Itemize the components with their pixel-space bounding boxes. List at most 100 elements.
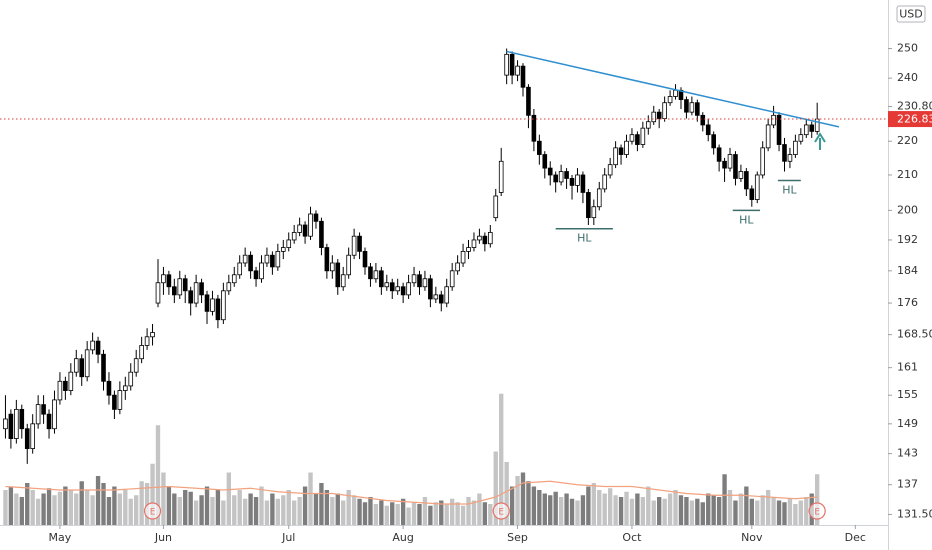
volume-bar xyxy=(537,490,542,525)
x-tick-label: Nov xyxy=(741,531,763,544)
volume-bar xyxy=(651,500,656,525)
candle-body xyxy=(373,270,379,280)
candle-body xyxy=(319,220,324,248)
annotation-label: HL xyxy=(739,213,754,226)
candle-body xyxy=(308,213,313,237)
volume-bar xyxy=(531,486,537,525)
candle-body xyxy=(771,114,776,126)
volume-bar xyxy=(553,491,558,525)
candle-body xyxy=(542,154,548,169)
volume-bar xyxy=(640,497,646,525)
candle-body xyxy=(357,235,362,252)
candle-body xyxy=(280,247,286,252)
volume-bar xyxy=(406,507,411,525)
volume-bar xyxy=(155,425,161,525)
candle-body xyxy=(172,286,177,296)
candle-body xyxy=(351,235,357,256)
candle-body xyxy=(667,96,673,104)
volume-bar xyxy=(57,491,63,525)
candle-body xyxy=(449,270,455,288)
volume-bar xyxy=(128,498,133,525)
candle-body xyxy=(624,140,629,155)
candle-body xyxy=(656,111,662,119)
candle-body xyxy=(166,274,172,288)
volume-bar xyxy=(716,497,722,525)
candle-body xyxy=(204,294,210,312)
candle-body xyxy=(144,336,150,346)
volume-bar xyxy=(400,498,406,525)
candle-body xyxy=(79,358,85,378)
volume-bar xyxy=(439,500,444,525)
candle-body xyxy=(313,213,319,222)
volume-bar xyxy=(814,474,820,525)
volume-bar xyxy=(232,495,237,525)
volume-bar xyxy=(95,476,101,525)
candle-body xyxy=(150,332,155,338)
candle-body xyxy=(580,174,586,193)
candle-body xyxy=(493,195,499,219)
volume-bar xyxy=(787,498,793,525)
event-label: E xyxy=(498,508,504,518)
volume-bar xyxy=(226,472,231,525)
volume-bar xyxy=(629,498,635,525)
candle-body xyxy=(776,114,782,145)
volume-bar xyxy=(455,502,460,525)
volume-bar xyxy=(172,493,177,525)
volume-bar xyxy=(84,490,90,525)
candle-body xyxy=(635,134,640,145)
candle-body xyxy=(155,282,161,304)
volume-bar xyxy=(313,493,319,525)
candle-body xyxy=(526,86,531,116)
volume-bar xyxy=(558,497,564,525)
candle-body xyxy=(471,239,477,248)
volume-bar xyxy=(362,502,368,525)
volume-bar xyxy=(134,495,139,525)
volume-bar xyxy=(580,495,586,525)
event-label: E xyxy=(150,508,156,518)
volume-bar xyxy=(711,495,716,525)
volume-bar xyxy=(106,497,112,525)
volume-bar xyxy=(575,500,580,525)
candle-body xyxy=(35,404,41,425)
candle-body xyxy=(422,278,428,288)
x-tick-label: Sep xyxy=(507,531,528,544)
candle-body xyxy=(112,394,117,410)
candle-body xyxy=(302,224,308,237)
volume-bar xyxy=(597,490,602,525)
candle-body xyxy=(291,232,297,241)
candle-body xyxy=(564,171,569,179)
candle-body xyxy=(809,124,815,132)
candle-body xyxy=(400,286,406,296)
candle-body xyxy=(193,282,199,304)
volume-bar xyxy=(117,493,123,525)
volume-bar xyxy=(237,490,242,525)
volume-bar xyxy=(373,504,379,525)
y-tick-label: 230.80 xyxy=(897,99,932,112)
candle-body xyxy=(411,274,417,284)
volume-bar xyxy=(662,498,667,525)
candle-body xyxy=(651,111,657,123)
candle-body xyxy=(700,114,706,126)
volume-bar xyxy=(738,493,744,525)
volume-bar xyxy=(526,481,531,525)
volume-bar xyxy=(193,500,199,525)
volume-bar xyxy=(776,500,782,525)
volume-bar xyxy=(215,490,221,525)
volume-bar xyxy=(667,493,673,525)
candle-body xyxy=(738,171,744,179)
volume-bar xyxy=(90,495,95,525)
candle-body xyxy=(122,385,128,391)
candle-body xyxy=(84,349,90,378)
candle-body xyxy=(182,278,188,292)
volume-bar xyxy=(286,490,291,525)
candle-body xyxy=(793,140,798,155)
volume-bar xyxy=(466,497,471,525)
volume-bar xyxy=(308,472,313,525)
candle-body xyxy=(727,154,733,169)
y-tick-label: 220 xyxy=(897,134,918,147)
volume-bar xyxy=(248,493,253,525)
candle-body xyxy=(586,192,591,219)
volume-bar xyxy=(678,495,684,525)
candle-body xyxy=(253,270,259,280)
